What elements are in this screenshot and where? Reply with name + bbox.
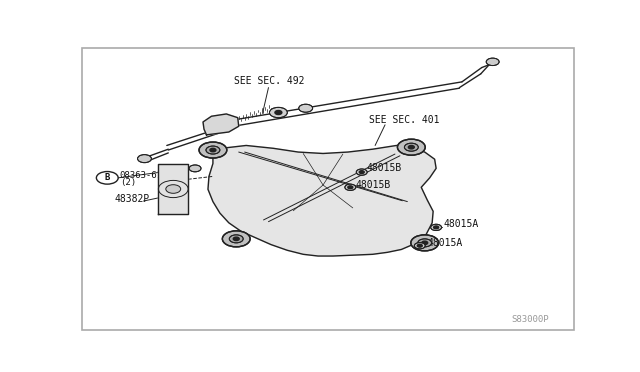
Text: 08363-6125C: 08363-6125C <box>120 171 179 180</box>
Text: 48015B: 48015B <box>355 180 390 190</box>
Circle shape <box>411 235 438 251</box>
Circle shape <box>434 226 438 229</box>
Text: SEE SEC. 492: SEE SEC. 492 <box>234 76 304 86</box>
Circle shape <box>404 143 419 151</box>
Circle shape <box>359 171 364 173</box>
Polygon shape <box>158 164 188 214</box>
Circle shape <box>417 244 422 247</box>
Circle shape <box>229 235 243 243</box>
Circle shape <box>418 239 431 247</box>
Circle shape <box>431 224 442 231</box>
Circle shape <box>408 145 414 149</box>
Text: 48015B: 48015B <box>367 163 402 173</box>
Text: 48015A: 48015A <box>428 238 463 248</box>
Circle shape <box>206 146 220 154</box>
Text: (2): (2) <box>120 178 136 187</box>
Circle shape <box>422 241 428 244</box>
Circle shape <box>166 185 180 193</box>
Circle shape <box>275 110 282 115</box>
Circle shape <box>348 186 353 189</box>
Circle shape <box>199 142 227 158</box>
Polygon shape <box>203 114 239 135</box>
Circle shape <box>299 104 312 112</box>
Circle shape <box>222 231 250 247</box>
Text: B: B <box>104 173 110 182</box>
Circle shape <box>486 58 499 65</box>
Circle shape <box>210 148 216 152</box>
Text: 48015A: 48015A <box>443 219 478 230</box>
Text: 48382P: 48382P <box>115 194 150 204</box>
Circle shape <box>233 237 239 241</box>
Circle shape <box>269 108 287 118</box>
Polygon shape <box>208 145 436 256</box>
Circle shape <box>356 169 367 175</box>
Circle shape <box>189 165 201 172</box>
Circle shape <box>138 155 152 163</box>
Circle shape <box>414 243 425 249</box>
Text: SEE SEC. 401: SEE SEC. 401 <box>369 115 439 125</box>
Text: S83000P: S83000P <box>511 315 549 324</box>
Circle shape <box>397 139 425 155</box>
Circle shape <box>345 184 356 190</box>
